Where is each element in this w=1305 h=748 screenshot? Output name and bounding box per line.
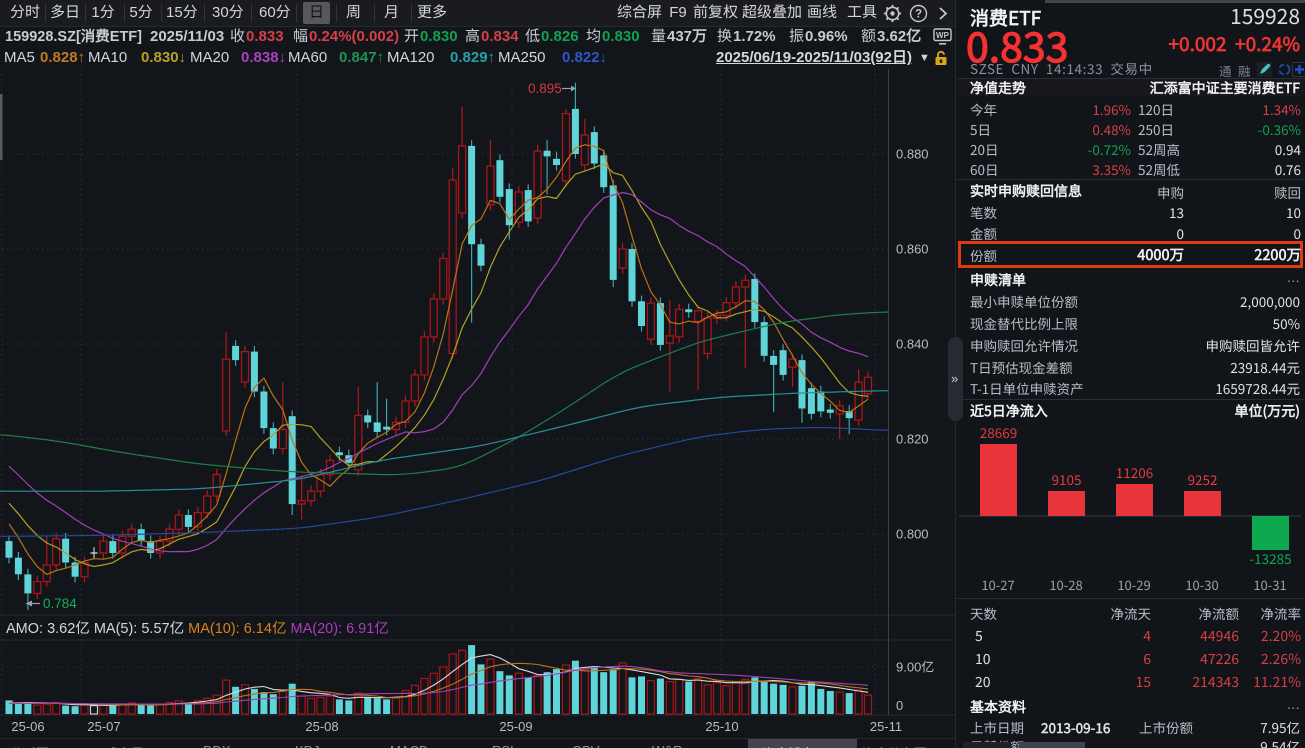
svg-text:25-09: 25-09	[499, 719, 532, 734]
svg-text:25-11: 25-11	[870, 719, 902, 734]
svg-text:0.840: 0.840	[896, 337, 929, 352]
svg-text:11206: 11206	[1116, 462, 1153, 482]
svg-text:9.00亿: 9.00亿	[896, 660, 934, 675]
svg-text:0: 0	[896, 698, 903, 713]
svg-text:0.784: 0.784	[43, 596, 77, 611]
svg-text:0.800: 0.800	[896, 527, 929, 542]
svg-text:0.860: 0.860	[896, 242, 929, 257]
svg-text:25-07: 25-07	[87, 719, 120, 734]
svg-text:25-06: 25-06	[11, 719, 44, 734]
svg-text:0.820: 0.820	[896, 432, 929, 447]
svg-text:AMO: 3.62亿 MA(5): 5.57亿 MA(10): AMO: 3.62亿 MA(5): 5.57亿 MA(10): 6.14亿 MA…	[6, 620, 389, 637]
svg-text:9105: 9105	[1052, 469, 1082, 489]
svg-text:WP: WP	[936, 31, 950, 40]
svg-text:25-10: 25-10	[705, 719, 738, 734]
svg-text:0.895: 0.895	[528, 81, 562, 96]
svg-text:9252: 9252	[1188, 469, 1218, 489]
svg-text:?: ?	[915, 9, 922, 21]
svg-text:28669: 28669	[980, 422, 1017, 442]
svg-text:0.880: 0.880	[896, 147, 929, 162]
svg-text:-13285: -13285	[1249, 548, 1291, 568]
svg-text:25-08: 25-08	[305, 719, 338, 734]
